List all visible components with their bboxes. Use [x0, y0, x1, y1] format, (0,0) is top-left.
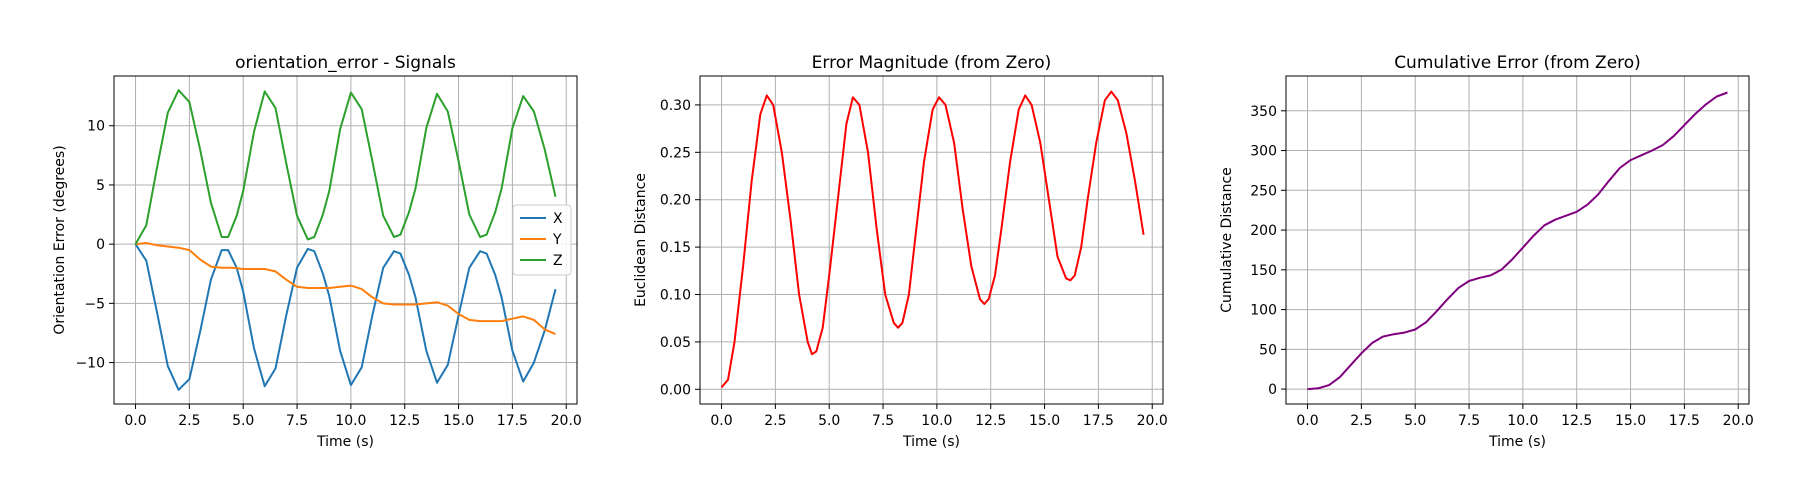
plot-frame: [1285, 75, 1750, 405]
y-tick-label: 150: [1250, 263, 1277, 279]
x-tick-label: 20.0: [551, 413, 582, 429]
x-tick-label: 17.5: [497, 413, 528, 429]
y-tick-label: −10: [75, 356, 105, 372]
x-tick-label: 5.0: [818, 413, 840, 429]
series-group: [1307, 91, 1728, 391]
x-tick-label: 0.0: [124, 413, 146, 429]
legend: XYZ: [512, 204, 572, 276]
series-line-y: [135, 242, 556, 336]
chart-title: orientation_error - Signals: [235, 53, 456, 73]
y-tick-label: 0.20: [660, 193, 691, 209]
y-tick-label: 300: [1250, 144, 1277, 160]
x-axis-label: Time (s): [316, 434, 374, 450]
y-tick-label: 0: [1268, 382, 1277, 398]
y-tick-label: 0: [96, 237, 105, 253]
x-tick-label: 0.0: [1296, 413, 1318, 429]
x-tick-label: 12.5: [389, 413, 420, 429]
x-tick-label: 2.5: [178, 413, 200, 429]
series-line-1: [720, 90, 1145, 389]
chart-title: Cumulative Error (from Zero): [1394, 53, 1641, 73]
x-tick-label: 0.0: [710, 413, 732, 429]
legend-label-y: Y: [552, 232, 562, 248]
chart-title: Error Magnitude (from Zero): [812, 53, 1052, 73]
x-tick-label: 7.5: [1458, 413, 1480, 429]
x-tick-label: 15.0: [443, 413, 474, 429]
y-tick-label: 100: [1250, 303, 1277, 319]
grid: [1286, 76, 1749, 404]
x-tick-label: 5.0: [232, 413, 254, 429]
y-tick-label: 5: [96, 178, 105, 194]
x-tick-label: 2.5: [764, 413, 786, 429]
y-tick-label: 0.25: [660, 145, 691, 161]
y-tick-label: 350: [1250, 104, 1277, 120]
y-tick-label: 250: [1250, 183, 1277, 199]
y-tick-label: 10: [87, 119, 105, 135]
x-tick-label: 20.0: [1137, 413, 1168, 429]
legend-label-x: X: [553, 211, 563, 227]
y-tick-label: 0.30: [660, 98, 691, 114]
plot-frame: [699, 75, 1164, 405]
y-tick-label: 50: [1259, 342, 1277, 358]
y-tick-label: 0.10: [660, 288, 691, 304]
y-tick-label: 0.15: [660, 240, 691, 256]
grid: [114, 76, 577, 404]
x-tick-label: 12.5: [1561, 413, 1592, 429]
x-tick-label: 10.0: [335, 413, 366, 429]
series-line-z: [134, 89, 557, 245]
series-group: [134, 89, 557, 391]
y-axis-label: Orientation Error (degrees): [52, 145, 68, 334]
series-line-x: [134, 243, 557, 391]
legend-label-z: Z: [553, 253, 563, 269]
chart-panel-3: 0.0 2.5 5.0 7.5 10.0 12.5 15.0 17.5 20.0 0 50 100 15…: [1219, 53, 1754, 450]
x-tick-label: 2.5: [1350, 413, 1372, 429]
chart-panel-1: 0.0 2.5 5.0 7.5 10.0 12.5 15.0 17.5 20.0 −10 −5 0 5 1…: [52, 53, 582, 450]
y-tick-label: 0.05: [660, 335, 691, 351]
y-tick-label: 200: [1250, 223, 1277, 239]
y-tick-label: 0.00: [660, 382, 691, 398]
series-group: [720, 90, 1145, 389]
x-tick-label: 5.0: [1404, 413, 1426, 429]
y-tick-label: −5: [84, 296, 105, 312]
x-tick-label: 7.5: [872, 413, 894, 429]
x-tick-label: 10.0: [1507, 413, 1538, 429]
y-axis-label: Cumulative Distance: [1219, 167, 1235, 313]
x-tick-label: 15.0: [1029, 413, 1060, 429]
x-tick-label: 17.5: [1669, 413, 1700, 429]
y-axis-label: Euclidean Distance: [633, 173, 649, 307]
x-tick-label: 10.0: [921, 413, 952, 429]
x-axis-label: Time (s): [902, 434, 960, 450]
chart-panel-2: 0.0 2.5 5.0 7.5 10.0 12.5 15.0 17.5 20.0 0.00 0.05…: [633, 53, 1168, 450]
plot-frame: [113, 75, 578, 405]
x-tick-label: 20.0: [1723, 413, 1754, 429]
series-line-1: [1307, 91, 1728, 391]
x-axis-label: Time (s): [1488, 434, 1546, 450]
x-tick-label: 17.5: [1083, 413, 1114, 429]
x-tick-label: 7.5: [286, 413, 308, 429]
x-tick-label: 15.0: [1615, 413, 1646, 429]
x-tick-label: 12.5: [975, 413, 1006, 429]
grid: [700, 76, 1163, 404]
